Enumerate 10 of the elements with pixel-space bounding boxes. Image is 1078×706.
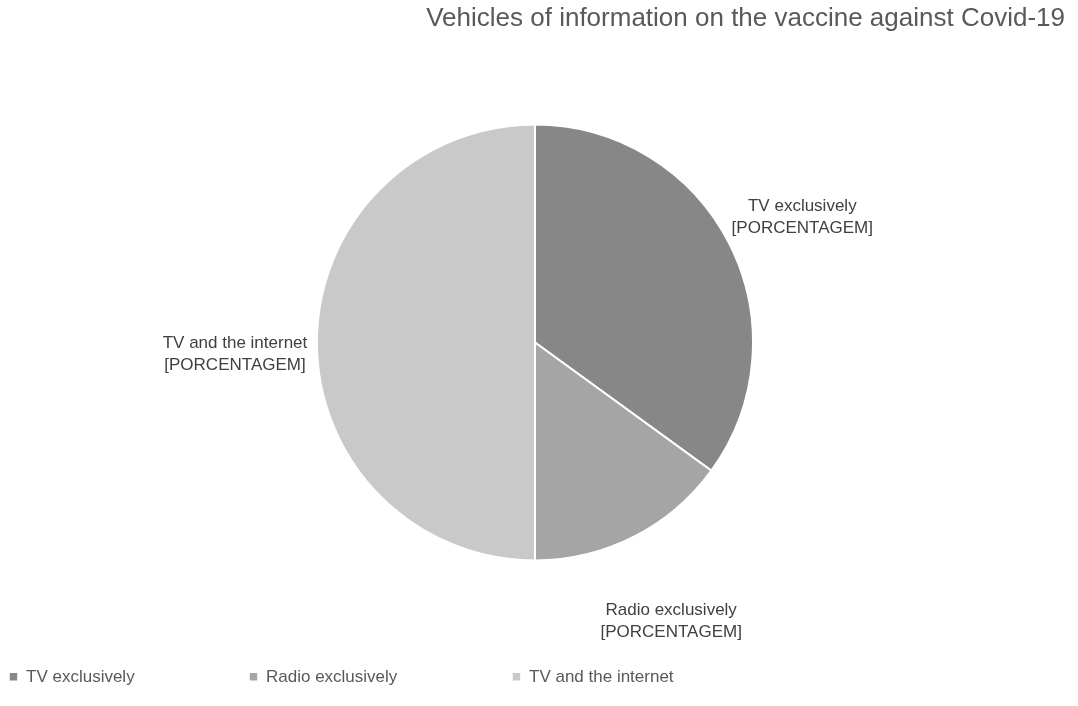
legend-label: TV exclusively (26, 666, 136, 686)
slice-label: TV and the internet (162, 332, 308, 352)
data-label: [PORCENTAGEM] (600, 621, 742, 641)
data-label: [PORCENTAGEM] (164, 354, 306, 374)
legend-label: TV and the internet (529, 666, 674, 686)
chart-title: Vehicles of information on the vaccine against Covid-19 (426, 2, 1065, 32)
slice-label: TV exclusively (747, 196, 858, 216)
slice-label: Radio exclusively (605, 599, 738, 619)
data-label: [PORCENTAGEM] (731, 218, 873, 238)
legend-label: Radio exclusively (266, 666, 398, 686)
